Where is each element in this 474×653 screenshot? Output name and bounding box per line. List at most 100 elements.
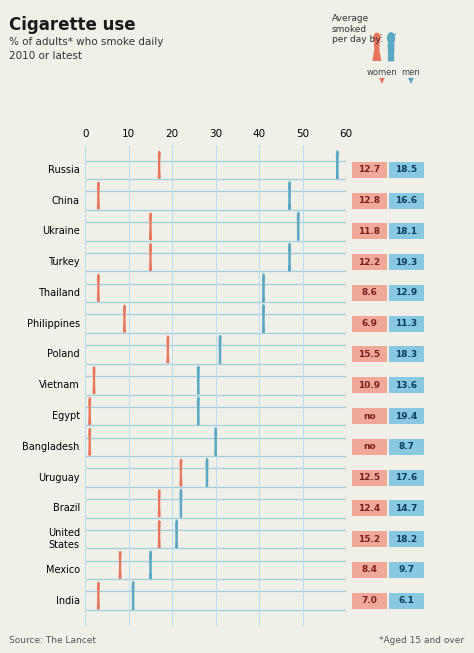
Polygon shape — [198, 389, 199, 394]
Polygon shape — [337, 173, 338, 178]
Text: 15.2: 15.2 — [358, 535, 381, 544]
Polygon shape — [289, 254, 290, 266]
Circle shape — [388, 33, 394, 44]
Polygon shape — [98, 284, 99, 291]
Polygon shape — [98, 592, 99, 598]
Circle shape — [89, 398, 91, 407]
Polygon shape — [89, 438, 90, 444]
Text: men: men — [401, 68, 420, 77]
Polygon shape — [198, 377, 199, 389]
Text: 11.8: 11.8 — [358, 227, 381, 236]
Polygon shape — [289, 266, 290, 271]
Text: 12.4: 12.4 — [358, 504, 381, 513]
Polygon shape — [206, 470, 208, 481]
Polygon shape — [167, 346, 168, 352]
Polygon shape — [133, 604, 134, 609]
Circle shape — [206, 458, 208, 470]
Text: 6.9: 6.9 — [362, 319, 377, 328]
Polygon shape — [219, 358, 220, 363]
Circle shape — [98, 582, 99, 592]
Text: 10.9: 10.9 — [358, 381, 381, 390]
Polygon shape — [263, 327, 264, 332]
Text: 12.9: 12.9 — [395, 289, 418, 297]
Circle shape — [263, 305, 264, 315]
Circle shape — [374, 33, 380, 43]
Polygon shape — [89, 413, 91, 424]
Circle shape — [263, 274, 264, 285]
Text: 12.7: 12.7 — [358, 165, 381, 174]
Circle shape — [180, 490, 182, 500]
Circle shape — [98, 182, 99, 192]
Polygon shape — [98, 598, 99, 609]
Polygon shape — [124, 315, 125, 321]
Text: 19.4: 19.4 — [395, 411, 418, 421]
Text: 13.6: 13.6 — [395, 381, 418, 390]
Polygon shape — [89, 444, 91, 455]
Circle shape — [298, 212, 299, 223]
Polygon shape — [150, 223, 151, 229]
Text: *Aged 15 and over: *Aged 15 and over — [379, 636, 465, 645]
Circle shape — [219, 336, 221, 347]
Text: 18.3: 18.3 — [395, 350, 418, 359]
Polygon shape — [198, 408, 199, 419]
Circle shape — [150, 244, 151, 253]
Text: 11.3: 11.3 — [395, 319, 418, 328]
Polygon shape — [119, 567, 121, 578]
Polygon shape — [93, 377, 94, 383]
Text: no: no — [363, 442, 376, 451]
Polygon shape — [388, 44, 394, 56]
Circle shape — [89, 428, 91, 438]
Polygon shape — [392, 56, 393, 61]
Polygon shape — [289, 204, 290, 210]
Polygon shape — [150, 253, 151, 259]
Text: 8.6: 8.6 — [362, 289, 377, 297]
Circle shape — [124, 306, 125, 315]
Text: % of adults* who smoke daily: % of adults* who smoke daily — [9, 37, 164, 47]
Polygon shape — [159, 161, 160, 167]
Text: 14.7: 14.7 — [395, 504, 418, 513]
Polygon shape — [180, 475, 182, 486]
Polygon shape — [167, 352, 169, 362]
Text: 12.2: 12.2 — [358, 258, 381, 266]
Circle shape — [98, 275, 99, 284]
Circle shape — [167, 336, 169, 346]
Polygon shape — [263, 296, 264, 302]
Polygon shape — [215, 439, 216, 450]
Polygon shape — [158, 506, 160, 517]
Polygon shape — [159, 531, 160, 537]
Circle shape — [337, 151, 338, 162]
Circle shape — [289, 182, 290, 193]
Polygon shape — [98, 291, 99, 301]
Circle shape — [158, 521, 160, 531]
Text: 18.1: 18.1 — [395, 227, 418, 236]
Polygon shape — [98, 198, 99, 209]
Text: ▼: ▼ — [408, 76, 413, 85]
Polygon shape — [98, 192, 99, 198]
Polygon shape — [181, 469, 182, 475]
Polygon shape — [207, 481, 208, 486]
Text: Source: The Lancet: Source: The Lancet — [9, 636, 97, 645]
Polygon shape — [93, 383, 95, 394]
Polygon shape — [219, 347, 220, 358]
Polygon shape — [198, 419, 199, 425]
Polygon shape — [298, 234, 299, 240]
Text: 17.6: 17.6 — [395, 473, 418, 482]
Circle shape — [158, 490, 160, 500]
Polygon shape — [133, 593, 134, 604]
Text: 8.7: 8.7 — [399, 442, 414, 451]
Circle shape — [150, 551, 151, 562]
Circle shape — [198, 397, 199, 408]
Polygon shape — [373, 49, 381, 60]
Polygon shape — [89, 407, 90, 413]
Text: 2010 or latest: 2010 or latest — [9, 51, 82, 61]
Circle shape — [180, 459, 182, 469]
Polygon shape — [337, 162, 338, 173]
Text: 18.5: 18.5 — [395, 165, 418, 174]
Circle shape — [176, 520, 177, 531]
Polygon shape — [150, 259, 151, 270]
Text: 16.6: 16.6 — [395, 196, 418, 205]
Text: ▼: ▼ — [379, 76, 385, 85]
Text: Average
smoked
per day by:: Average smoked per day by: — [332, 14, 383, 44]
Circle shape — [132, 582, 134, 593]
Polygon shape — [298, 223, 299, 234]
